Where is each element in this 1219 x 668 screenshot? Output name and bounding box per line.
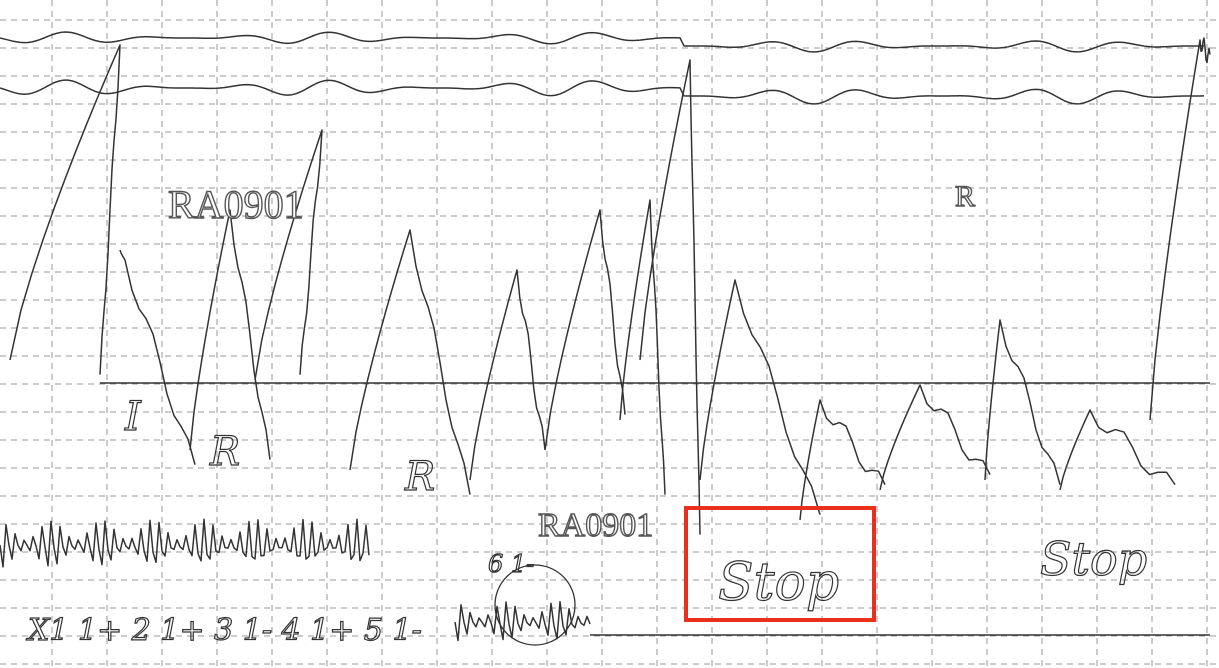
trace [0, 519, 369, 567]
grid [0, 0, 1219, 668]
trace [985, 320, 1060, 485]
trace [190, 210, 270, 460]
trace [620, 200, 665, 495]
lead-labels: X1 1+ 2 1+ 3 1- 4 1+ 5 1- [26, 613, 422, 648]
note: 6 1- [488, 550, 534, 578]
stamp: R [955, 180, 975, 213]
trace [640, 60, 700, 535]
trace [545, 210, 625, 450]
trace [255, 130, 322, 380]
mark: R [209, 429, 240, 475]
note: Stop [1040, 532, 1147, 586]
trace [700, 280, 820, 515]
page: RA0901 RA0901 R I R R Stop Stop 6 1- X1 … [0, 0, 1219, 668]
mark: R [404, 454, 435, 500]
traces [0, 32, 1210, 640]
stamp: RA0901 [538, 507, 653, 544]
stamp: RA0901 [168, 182, 304, 227]
note: Stop [718, 553, 839, 613]
trace [1060, 410, 1175, 490]
trace [470, 270, 545, 480]
mark: I [124, 394, 142, 440]
scan: RA0901 RA0901 R I R R Stop Stop 6 1- X1 … [0, 0, 1219, 668]
trace [800, 400, 885, 520]
trace [880, 385, 990, 490]
